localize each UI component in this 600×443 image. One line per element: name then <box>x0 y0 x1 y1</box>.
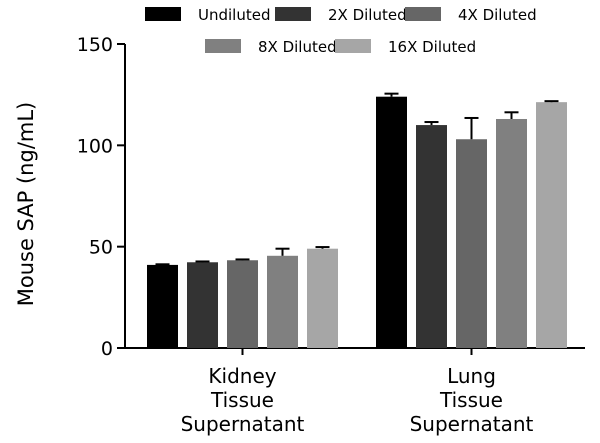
bar <box>267 255 298 348</box>
bar <box>536 102 567 348</box>
legend-label: 4X Diluted <box>458 6 537 24</box>
y-tick-label: 50 <box>89 237 113 259</box>
x-tick-label: Supernatant <box>181 412 305 436</box>
legend-swatch <box>275 7 311 21</box>
bar <box>187 262 218 348</box>
legend-swatch <box>145 7 181 21</box>
legend-label: 8X Diluted <box>258 38 337 56</box>
bar <box>147 264 178 348</box>
legend-swatch <box>335 39 371 53</box>
bar <box>496 118 527 348</box>
y-tick-label: 100 <box>77 135 113 157</box>
x-tick-label: Supernatant <box>410 412 534 436</box>
legend-label: Undiluted <box>198 6 270 24</box>
x-tick-label: Lung <box>447 364 496 388</box>
y-tick-label: 150 <box>77 34 113 56</box>
legend-swatch <box>405 7 441 21</box>
y-axis-label: Mouse SAP (ng/mL) <box>14 102 38 307</box>
x-tick-label: Kidney <box>208 364 276 388</box>
bar <box>456 139 487 348</box>
bar <box>416 125 447 348</box>
bar <box>227 260 258 348</box>
x-tick-label: Tissue <box>439 388 503 412</box>
x-tick-label: Tissue <box>210 388 274 412</box>
legend-label: 2X Diluted <box>328 6 407 24</box>
legend-label: 16X Diluted <box>388 38 476 56</box>
y-tick-label: 0 <box>101 338 113 360</box>
bar <box>307 248 338 348</box>
bar <box>376 96 407 349</box>
legend-swatch <box>205 39 241 53</box>
